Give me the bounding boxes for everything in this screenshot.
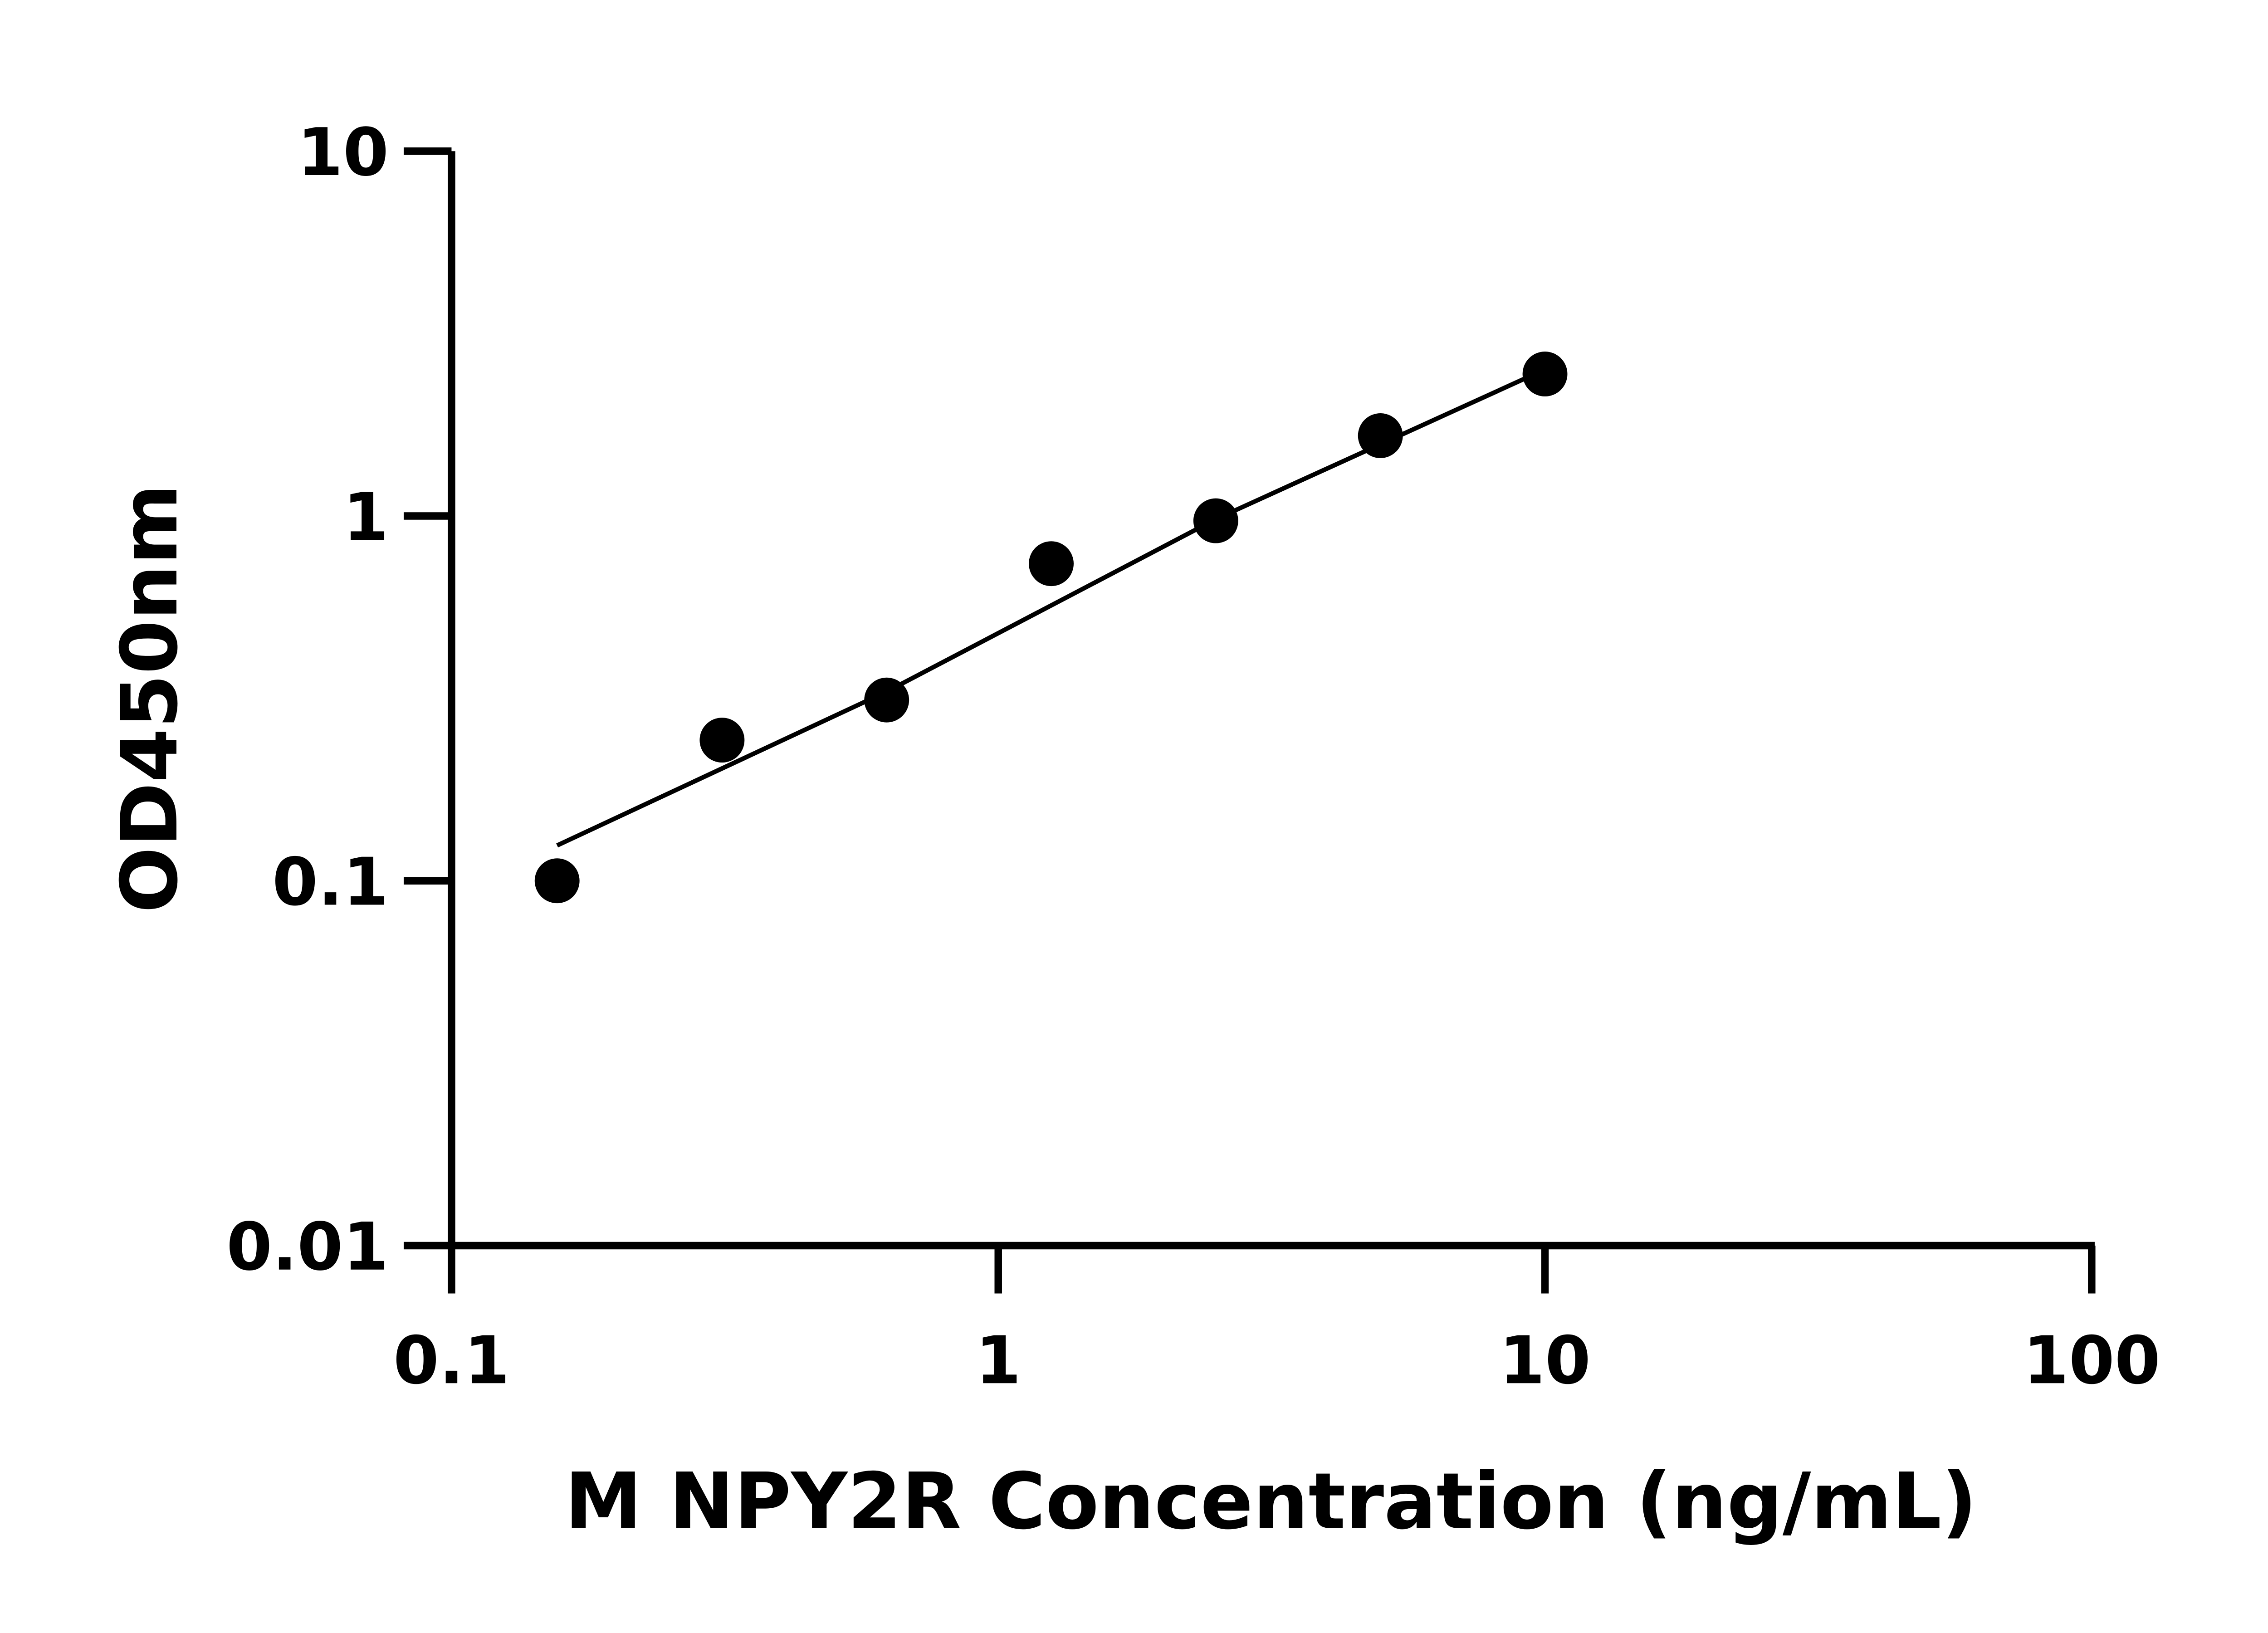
data-point (1358, 413, 1403, 458)
data-point (1193, 498, 1238, 543)
data-point (534, 858, 580, 904)
x-axis-label: M NPY2R Concentration (ng/mL) (565, 1457, 1977, 1547)
data-point (864, 677, 909, 723)
x-tick-label: 1 (975, 1322, 1021, 1399)
x-tick-label: 10 (1499, 1322, 1591, 1399)
data-points (534, 352, 1568, 904)
y-tick-label: 1 (343, 479, 389, 556)
y-axis-label: OD450nm (105, 484, 195, 913)
data-point (1029, 541, 1074, 587)
y-tick-label: 0.01 (226, 1209, 389, 1286)
y-tick-label: 10 (297, 114, 389, 191)
y-tick-label: 0.1 (272, 844, 389, 920)
data-point (1522, 352, 1568, 396)
x-tick-label: 100 (2023, 1322, 2160, 1399)
x-tick-label: 0.1 (393, 1322, 510, 1399)
data-point (699, 718, 745, 763)
